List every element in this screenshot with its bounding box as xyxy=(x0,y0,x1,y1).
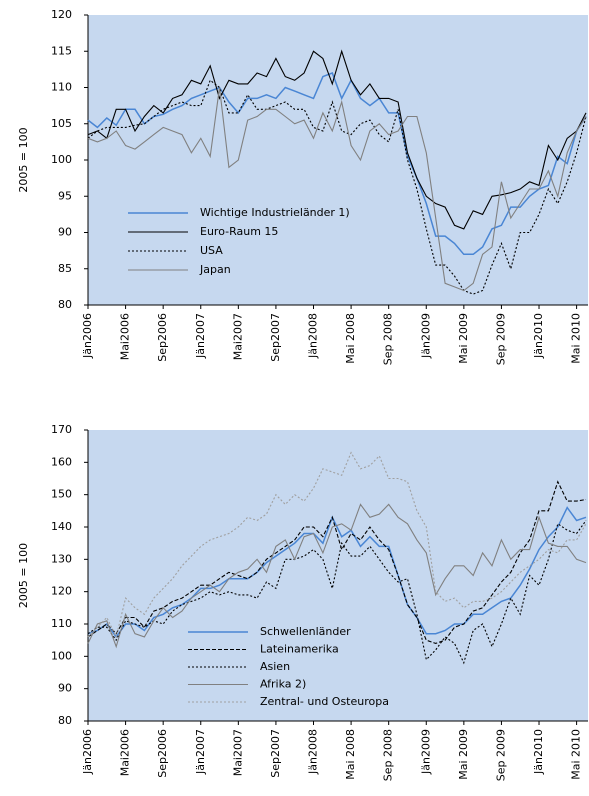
x-tick-label: Sep 2009 xyxy=(494,313,507,365)
y-tick-label: 110 xyxy=(51,81,72,94)
x-tick-label: Mai 2009 xyxy=(457,729,470,780)
legend-label: Asien xyxy=(260,660,290,673)
x-tick-label: Sep2007 xyxy=(269,729,282,778)
series-line xyxy=(87,506,587,639)
y-tick-label: 170 xyxy=(51,423,72,436)
legend-label: USA xyxy=(200,244,223,257)
legend-label: Lateinamerika xyxy=(260,643,339,656)
y-tick-label: 95 xyxy=(58,189,72,202)
x-tick-label: Mai 2008 xyxy=(344,729,357,780)
legend-label: Schwellenländer xyxy=(260,625,351,638)
series-line xyxy=(87,451,587,639)
x-tick-label: Mai 2010 xyxy=(570,729,583,780)
y-tick-label: 90 xyxy=(58,682,72,695)
x-tick-label: Sep2006 xyxy=(156,313,169,362)
x-tick-label: Mai2007 xyxy=(231,729,244,776)
x-tick-label: Mai 2010 xyxy=(570,313,583,364)
y-tick-label: 80 xyxy=(58,298,72,311)
x-tick-label: Sep 2008 xyxy=(382,729,395,781)
legend-label: Zentral- und Osteuropa xyxy=(260,695,389,708)
x-tick-label: Jän2009 xyxy=(419,313,432,359)
y-tick-label: 90 xyxy=(58,226,72,239)
y-tick-label: 115 xyxy=(51,44,72,57)
series-line xyxy=(87,503,587,649)
y-tick-label: 105 xyxy=(51,117,72,130)
x-tick-label: Sep 2009 xyxy=(494,729,507,781)
legend-label: Wichtige Industrieländer 1) xyxy=(200,206,350,219)
x-tick-label: Jän2008 xyxy=(307,313,320,359)
x-tick-label: Mai2006 xyxy=(119,313,132,360)
series-line xyxy=(87,49,587,230)
x-tick-label: Jän2010 xyxy=(532,729,545,775)
x-tick-label: Mai 2009 xyxy=(457,313,470,364)
x-tick-label: Mai2006 xyxy=(119,729,132,776)
plot-area xyxy=(88,430,588,721)
y-tick-label: 110 xyxy=(51,617,72,630)
x-tick-label: Mai 2008 xyxy=(344,313,357,364)
series-line xyxy=(87,480,587,644)
x-tick-label: Sep2007 xyxy=(269,313,282,362)
x-tick-label: Jän2009 xyxy=(419,729,432,775)
x-tick-label: Mai2007 xyxy=(231,313,244,360)
x-tick-label: Sep2006 xyxy=(156,729,169,778)
series-line xyxy=(87,87,587,292)
x-tick-label: Jän2007 xyxy=(194,729,207,775)
y-tick-label: 100 xyxy=(51,153,72,166)
x-tick-label: Jän2006 xyxy=(81,313,94,359)
y-tick-label: 85 xyxy=(58,262,72,275)
y-axis-label: 2005 = 100 xyxy=(17,127,30,192)
x-tick-label: Jän2010 xyxy=(532,313,545,359)
y-tick-label: 100 xyxy=(51,649,72,662)
y-tick-label: 140 xyxy=(51,520,72,533)
legend-label: Euro-Raum 15 xyxy=(200,225,278,238)
legend-label: Japan xyxy=(199,263,231,276)
x-tick-label: Sep 2008 xyxy=(382,313,395,365)
y-axis-label: 2005 = 100 xyxy=(17,543,30,608)
series-line xyxy=(87,72,587,256)
series-line xyxy=(87,520,587,665)
x-tick-label: Jän2008 xyxy=(307,729,320,775)
legend-label: Afrika 2) xyxy=(260,678,306,691)
plot-area xyxy=(88,15,588,305)
x-tick-label: Jän2007 xyxy=(194,313,207,359)
y-tick-label: 120 xyxy=(51,585,72,598)
y-tick-label: 160 xyxy=(51,455,72,468)
y-tick-label: 130 xyxy=(51,552,72,565)
y-tick-label: 150 xyxy=(51,488,72,501)
x-tick-label: Jän2006 xyxy=(81,729,94,775)
series-line xyxy=(87,79,587,295)
y-tick-label: 120 xyxy=(51,8,72,21)
y-tick-label: 80 xyxy=(58,714,72,727)
